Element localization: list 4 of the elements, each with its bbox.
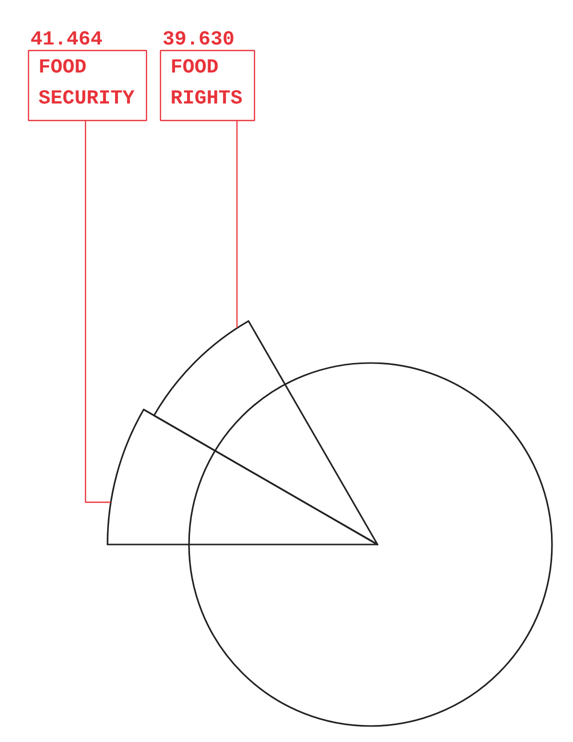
category-label: FOOD RIGHTS <box>170 56 243 110</box>
data-label: 41.464 <box>30 28 103 52</box>
category-label: FOOD SECURITY <box>38 56 135 110</box>
data-label: 39.630 <box>162 28 235 52</box>
